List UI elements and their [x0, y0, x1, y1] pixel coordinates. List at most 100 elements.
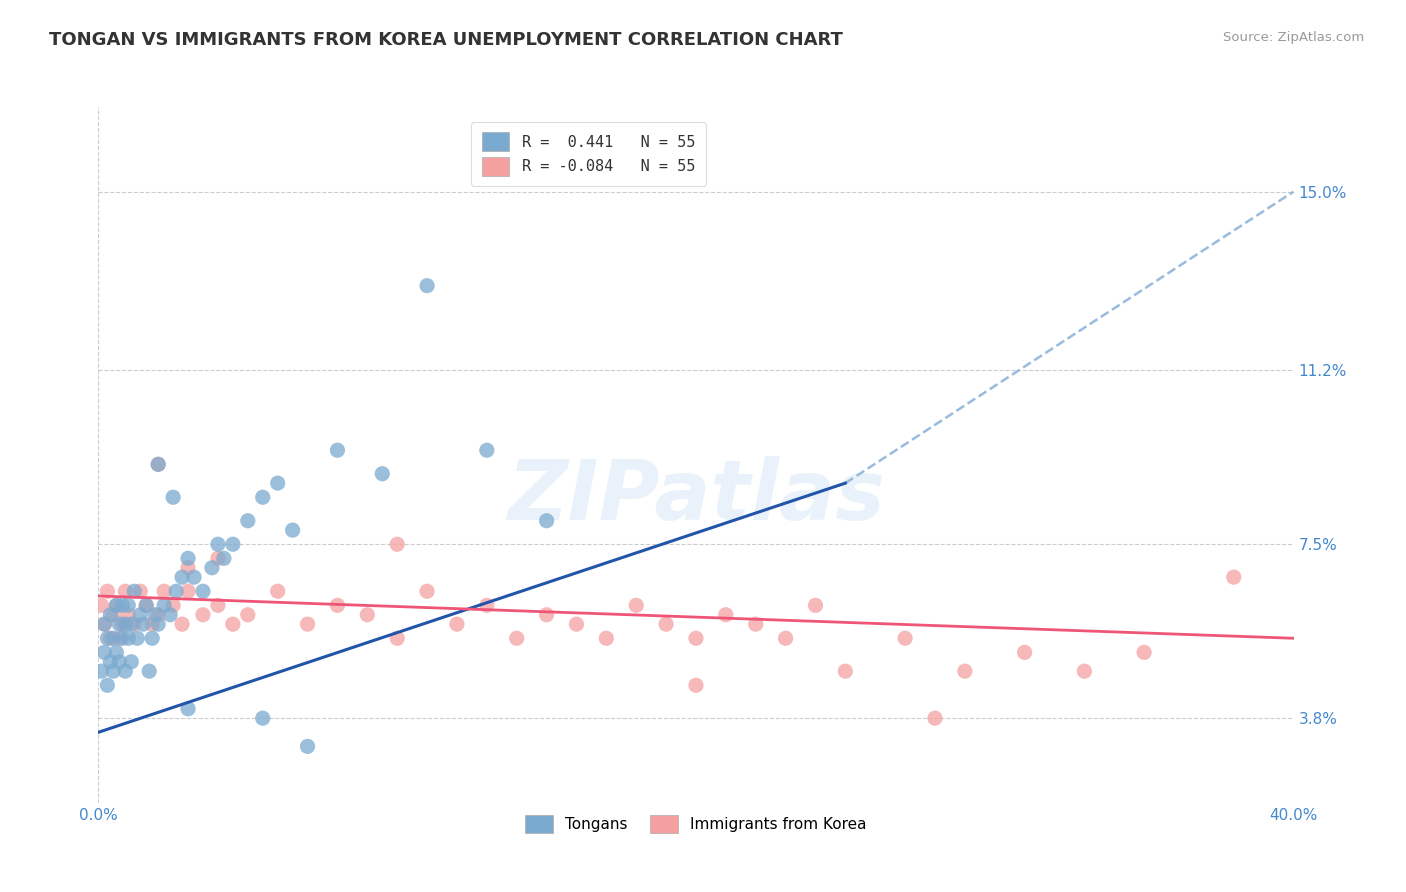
Point [98, 607, 122, 622]
Point [177, 702, 200, 716]
Point [775, 632, 797, 646]
Point [416, 584, 439, 599]
Point [191, 584, 214, 599]
Point [117, 607, 139, 622]
Point [114, 664, 136, 678]
Point [148, 607, 170, 622]
Point [96, 584, 118, 599]
Point [1073, 664, 1095, 678]
Point [141, 617, 163, 632]
Point [90, 599, 112, 613]
Point [1014, 645, 1036, 659]
Point [96, 632, 118, 646]
Point [165, 584, 187, 599]
Point [356, 607, 378, 622]
Point [103, 607, 125, 622]
Point [135, 599, 157, 613]
Point [117, 599, 139, 613]
Text: TONGAN VS IMMIGRANTS FROM KOREA UNEMPLOYMENT CORRELATION CHART: TONGAN VS IMMIGRANTS FROM KOREA UNEMPLOY… [49, 31, 844, 49]
Point [120, 617, 142, 632]
Point [96, 678, 118, 692]
Point [153, 599, 176, 613]
Point [111, 632, 134, 646]
Point [207, 551, 229, 566]
Point [114, 617, 136, 632]
Point [103, 664, 125, 678]
Point [745, 617, 768, 632]
Point [595, 632, 617, 646]
Point [536, 514, 558, 528]
Point [90, 664, 112, 678]
Point [416, 278, 439, 293]
Point [685, 632, 707, 646]
Point [108, 617, 131, 632]
Point [207, 537, 229, 551]
Point [565, 617, 588, 632]
Point [267, 584, 290, 599]
Point [93, 617, 115, 632]
Point [297, 739, 319, 754]
Point [117, 632, 139, 646]
Point [135, 599, 157, 613]
Point [212, 551, 235, 566]
Point [1133, 645, 1156, 659]
Text: ZIPatlas: ZIPatlas [508, 456, 884, 537]
Point [222, 617, 245, 632]
Point [177, 560, 200, 574]
Point [93, 645, 115, 659]
Point [222, 537, 245, 551]
Point [446, 617, 468, 632]
Point [953, 664, 976, 678]
Point [326, 599, 349, 613]
Point [111, 599, 134, 613]
Point [385, 632, 409, 646]
Point [162, 599, 184, 613]
Point [141, 632, 163, 646]
Point [506, 632, 529, 646]
Point [714, 607, 737, 622]
Point [924, 711, 946, 725]
Point [207, 599, 229, 613]
Point [172, 617, 194, 632]
Point [120, 655, 142, 669]
Point [252, 490, 274, 504]
Point [129, 584, 152, 599]
Point [201, 560, 224, 574]
Point [127, 632, 149, 646]
Point [138, 664, 160, 678]
Point [1223, 570, 1246, 584]
Point [267, 476, 290, 491]
Point [162, 490, 184, 504]
Point [108, 655, 131, 669]
Point [475, 443, 498, 458]
Point [159, 607, 181, 622]
Point [148, 617, 170, 632]
Point [236, 514, 259, 528]
Point [172, 570, 194, 584]
Point [124, 617, 146, 632]
Point [98, 632, 122, 646]
Legend: Tongans, Immigrants from Korea: Tongans, Immigrants from Korea [515, 804, 877, 844]
Point [153, 584, 176, 599]
Point [124, 584, 146, 599]
Point [105, 599, 128, 613]
Point [105, 599, 128, 613]
Point [132, 617, 155, 632]
Point [655, 617, 678, 632]
Point [252, 711, 274, 725]
Point [105, 645, 128, 659]
Point [93, 617, 115, 632]
Point [685, 678, 707, 692]
Point [894, 632, 917, 646]
Point [177, 584, 200, 599]
Point [148, 458, 170, 472]
Point [103, 632, 125, 646]
Point [475, 599, 498, 613]
Point [183, 570, 205, 584]
Point [626, 599, 648, 613]
Text: Source: ZipAtlas.com: Source: ZipAtlas.com [1223, 31, 1364, 45]
Point [177, 551, 200, 566]
Point [191, 607, 214, 622]
Point [371, 467, 394, 481]
Point [834, 664, 856, 678]
